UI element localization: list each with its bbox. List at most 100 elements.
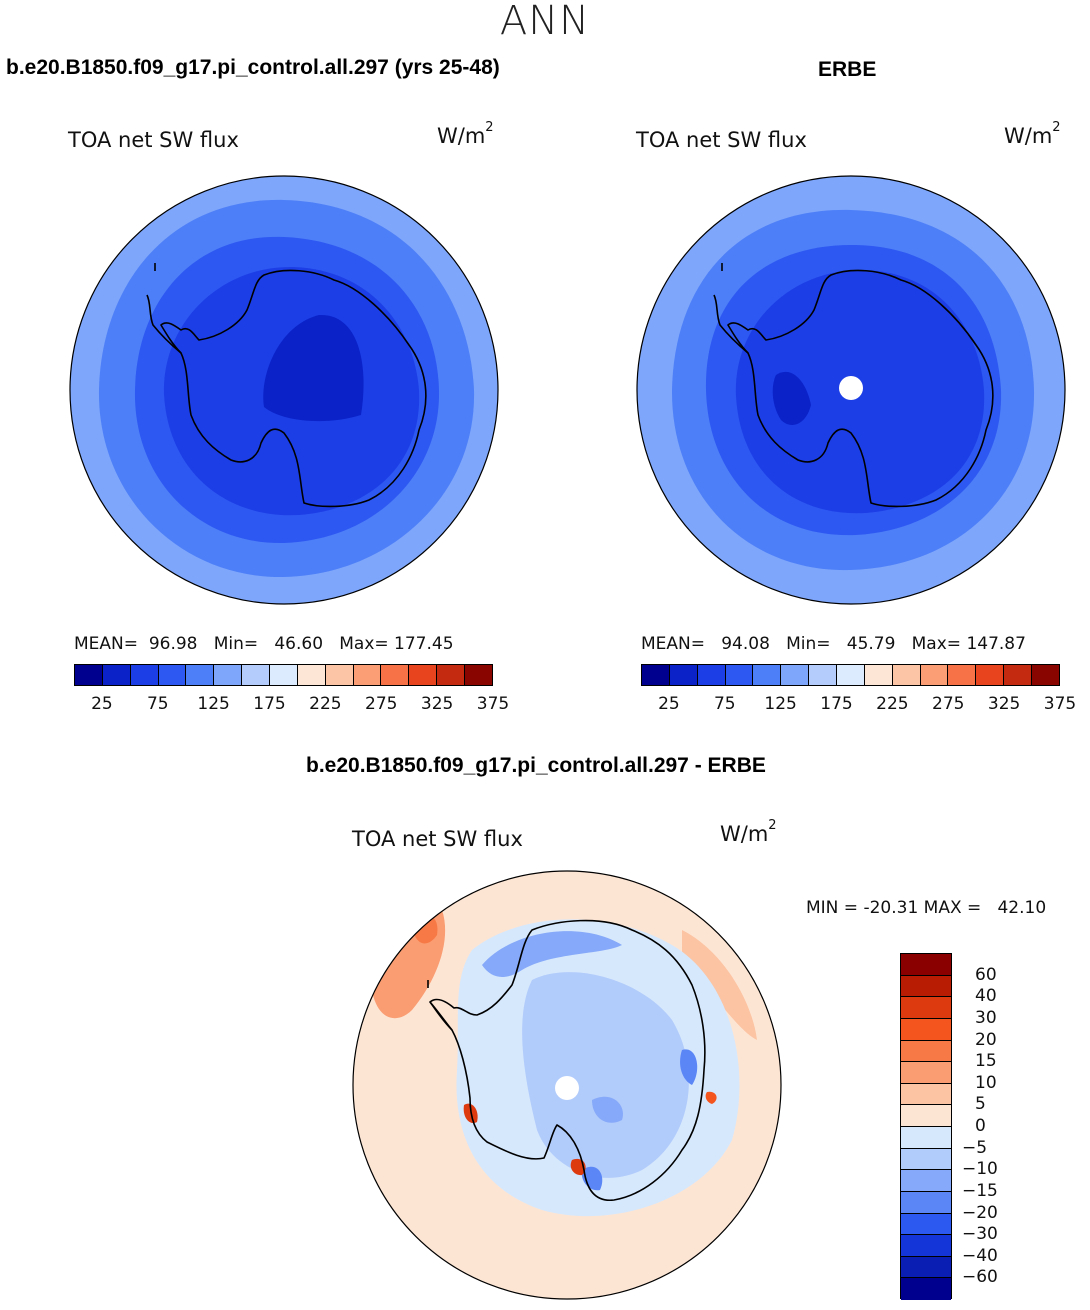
colorbar-swatch <box>1004 665 1033 685</box>
colorbar-swatch <box>920 665 949 685</box>
panel3-neg-patch1 <box>592 1096 623 1123</box>
colorbar-swatch <box>270 665 298 685</box>
colorbar-swatch <box>753 665 782 685</box>
panel3-pos-spot3 <box>705 1091 717 1104</box>
colorbar-tick-label: 275 <box>365 694 398 714</box>
colorbar-tick-label: 125 <box>764 694 797 714</box>
panel2-variable-label: TOA net SW flux <box>636 128 807 152</box>
colorbar-swatch <box>901 1213 951 1236</box>
colorbar-tick-label: −5 <box>962 1137 988 1158</box>
colorbar-swatch <box>669 665 698 685</box>
panel2-peninsula <box>713 263 749 354</box>
colorbar-swatch <box>976 665 1005 685</box>
colorbar-tick-label: 5 <box>975 1094 986 1115</box>
panel3-colorbar <box>900 953 952 1300</box>
colorbar-tick-label: −20 <box>962 1202 998 1223</box>
colorbar-swatch <box>901 1148 951 1171</box>
colorbar-tick-label: 325 <box>987 694 1021 714</box>
panel3-pole-hole <box>555 1076 579 1100</box>
colorbar-swatch <box>901 997 951 1019</box>
colorbar-swatch <box>901 1105 951 1127</box>
panel3-pos-ne <box>682 930 757 1040</box>
panel3-neg-patch2 <box>680 1049 698 1085</box>
colorbar-swatch <box>901 1018 951 1041</box>
panel2-field-core <box>772 371 811 425</box>
colorbar-swatch <box>864 665 893 685</box>
colorbar-tick-label: −30 <box>962 1224 998 1245</box>
colorbar-swatch <box>158 665 187 685</box>
colorbar-swatch <box>1032 665 1059 685</box>
colorbar-swatch <box>901 1170 951 1192</box>
panel2-polar-map <box>636 175 1066 605</box>
panel3-peninsula <box>427 980 453 1031</box>
panel2-map-border <box>636 175 1066 605</box>
panel1-coastline <box>160 269 427 508</box>
colorbar-tick-label: 40 <box>975 986 997 1007</box>
panel1-polar-map <box>69 175 499 605</box>
colorbar-tick-label: 75 <box>146 694 169 714</box>
panel1-units: W/m2 <box>437 120 494 148</box>
colorbar-swatch <box>901 1083 951 1106</box>
panel2-title: ERBE <box>818 58 877 81</box>
colorbar-swatch <box>642 665 670 685</box>
colorbar-swatch <box>901 1127 951 1149</box>
panel1-title: b.e20.B1850.f09_g17.pi_control.all.297 (… <box>6 56 500 79</box>
colorbar-swatch <box>901 1191 951 1214</box>
panel1-variable-label: TOA net SW flux <box>68 128 239 152</box>
colorbar-tick-label: 25 <box>91 694 113 714</box>
panel1-colorbar <box>74 664 493 686</box>
panel3-stats: MIN = -20.31 MAX = 42.10 <box>806 898 1047 918</box>
colorbar-swatch <box>781 665 810 685</box>
colorbar-swatch <box>725 665 754 685</box>
colorbar-tick-label: 60 <box>975 964 997 985</box>
colorbar-swatch <box>809 665 838 685</box>
colorbar-swatch <box>186 665 215 685</box>
colorbar-swatch <box>901 954 951 976</box>
colorbar-tick-label: 30 <box>975 1007 997 1028</box>
colorbar-tick-label: 375 <box>476 694 510 714</box>
season-title: ANN <box>499 0 591 44</box>
panel1-peninsula <box>146 263 182 354</box>
colorbar-tick-label: 15 <box>975 1051 997 1072</box>
colorbar-swatch <box>465 665 492 685</box>
colorbar-swatch <box>901 1256 951 1279</box>
colorbar-tick-label: 125 <box>197 694 230 714</box>
colorbar-swatch <box>75 665 103 685</box>
colorbar-swatch <box>901 975 951 998</box>
panel1-stats: MEAN= 96.98 Min= 46.60 Max= 177.45 <box>74 634 454 654</box>
colorbar-tick-label: 375 <box>1043 694 1077 714</box>
colorbar-tick-label: −60 <box>962 1267 998 1288</box>
colorbar-swatch <box>901 1040 951 1063</box>
colorbar-swatch <box>353 665 382 685</box>
panel1-field-core <box>263 314 364 422</box>
colorbar-tick-label: 225 <box>876 694 909 714</box>
panel3-coastline <box>429 919 706 1201</box>
panel3-neg-arc <box>482 931 622 977</box>
panel2-stats: MEAN= 94.08 Min= 45.79 Max= 147.87 <box>641 634 1026 654</box>
colorbar-tick-label: −40 <box>962 1245 998 1266</box>
panel3-polar-map <box>352 870 782 1300</box>
colorbar-swatch <box>102 665 131 685</box>
colorbar-swatch <box>325 665 354 685</box>
colorbar-tick-label: −10 <box>962 1159 998 1180</box>
colorbar-swatch <box>437 665 466 685</box>
colorbar-tick-label: 175 <box>820 694 853 714</box>
panel2-colorbar <box>641 664 1060 686</box>
colorbar-swatch <box>901 1278 951 1300</box>
colorbar-swatch <box>948 665 977 685</box>
colorbar-swatch <box>892 665 921 685</box>
colorbar-swatch <box>697 665 726 685</box>
colorbar-swatch <box>130 665 159 685</box>
panel3-map-border <box>352 870 782 1300</box>
colorbar-tick-label: 75 <box>713 694 736 714</box>
colorbar-swatch <box>214 665 243 685</box>
panel1-map-border <box>69 175 499 605</box>
colorbar-tick-label: 175 <box>253 694 286 714</box>
panel3-units: W/m2 <box>720 818 777 846</box>
colorbar-swatch <box>381 665 410 685</box>
colorbar-tick-label: 225 <box>309 694 342 714</box>
colorbar-tick-label: 10 <box>975 1072 997 1093</box>
colorbar-swatch <box>901 1062 951 1084</box>
colorbar-tick-label: 25 <box>658 694 680 714</box>
panel3-variable-label: TOA net SW flux <box>352 827 523 851</box>
